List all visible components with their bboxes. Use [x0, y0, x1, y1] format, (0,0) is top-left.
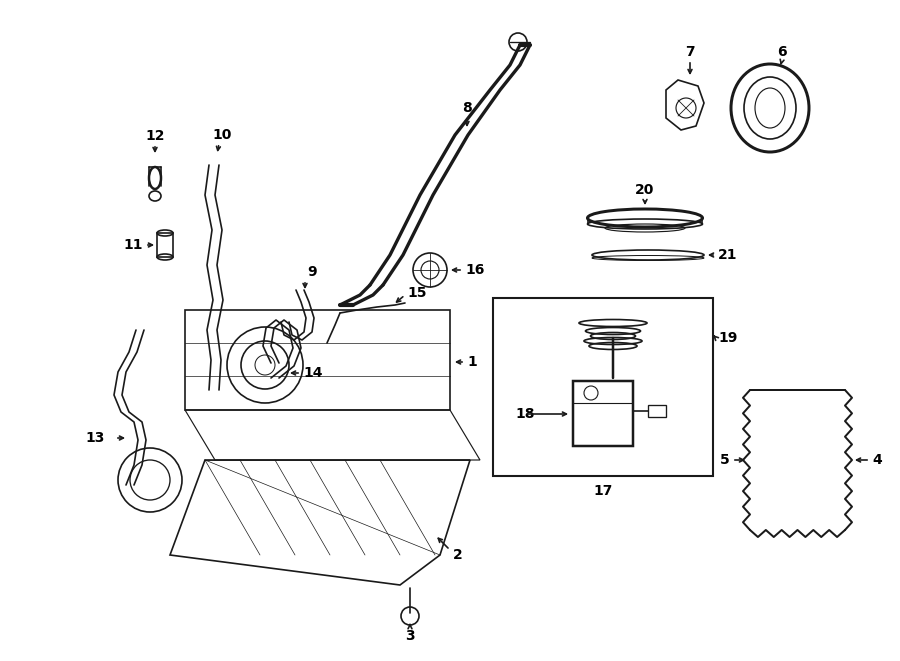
Text: 10: 10: [212, 128, 231, 142]
Text: 5: 5: [720, 453, 730, 467]
Text: 16: 16: [465, 263, 484, 277]
Bar: [493, 298, 713, 476]
Text: 13: 13: [86, 431, 105, 445]
Text: 4: 4: [872, 453, 882, 467]
Bar: [157, 233, 173, 257]
Text: 9: 9: [307, 265, 317, 279]
Text: 17: 17: [593, 484, 613, 498]
Text: 20: 20: [635, 183, 654, 197]
Text: 14: 14: [303, 366, 322, 380]
Text: 21: 21: [718, 248, 737, 262]
Bar: [648, 405, 666, 417]
Text: 15: 15: [407, 286, 427, 300]
Text: 19: 19: [718, 331, 737, 345]
Text: 18: 18: [515, 407, 535, 421]
Text: 7: 7: [685, 45, 695, 59]
Text: 8: 8: [462, 101, 472, 115]
Text: 2: 2: [453, 548, 463, 562]
Text: 12: 12: [145, 129, 165, 143]
Bar: [573, 381, 633, 446]
Text: 1: 1: [467, 355, 477, 369]
Text: 3: 3: [405, 629, 415, 643]
Text: 11: 11: [123, 238, 143, 252]
Text: 6: 6: [778, 45, 787, 59]
